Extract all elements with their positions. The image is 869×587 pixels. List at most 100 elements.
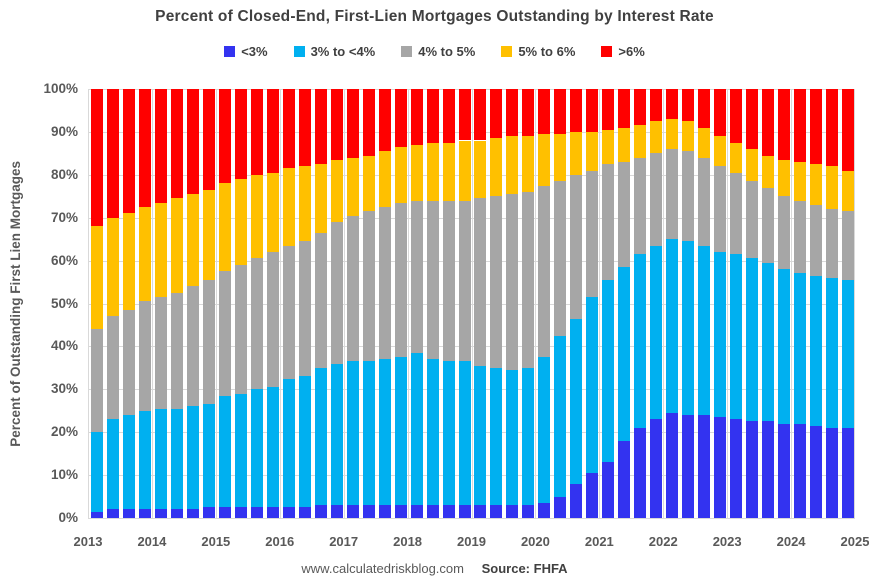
gridline-v (279, 89, 281, 518)
gridline-v (727, 89, 729, 518)
footer: www.calculatedriskblog.com Source: FHFA (0, 561, 869, 576)
bar-segment (506, 89, 518, 137)
bar-segment (139, 206, 151, 302)
bar-segment (650, 89, 662, 122)
bar-segment (778, 159, 790, 197)
bar-segment (682, 415, 694, 518)
bar-segment (347, 215, 359, 362)
bar-segment (650, 121, 662, 154)
bar-segment (618, 127, 630, 162)
gridline-v (791, 89, 793, 518)
bar-segment (650, 419, 662, 518)
bar-segment (187, 89, 199, 195)
bar-segment (219, 395, 231, 508)
bar-segment (778, 196, 790, 270)
bar-segment (139, 301, 151, 411)
bar-segment (490, 89, 502, 139)
bar-segment (618, 89, 630, 128)
bar-segment (490, 138, 502, 197)
bar-segment (554, 89, 566, 135)
gridline-v (88, 89, 89, 518)
bar-segment (778, 269, 790, 424)
bar-segment (171, 292, 183, 409)
bar-segment (698, 415, 710, 518)
bar-segment (219, 183, 231, 272)
bar-segment (714, 136, 726, 167)
bar-segment (842, 89, 854, 171)
bar-segment (586, 170, 598, 298)
legend-item: 5% to 6% (501, 44, 575, 59)
bar-segment (778, 89, 790, 160)
bar-segment (794, 273, 806, 424)
bar-segment (762, 187, 774, 263)
bar-segment (538, 357, 550, 503)
bar-segment (411, 200, 423, 353)
bar-segment (682, 89, 694, 122)
bar-segment (363, 89, 375, 156)
bar-segment (522, 191, 534, 368)
bar-segment (363, 361, 375, 506)
bar-segment (347, 157, 359, 216)
gridline-v (663, 89, 665, 518)
bar-segment (682, 151, 694, 242)
bar-segment (267, 387, 279, 508)
bar-segment (794, 200, 806, 274)
bar-segment (810, 204, 822, 276)
y-tick-label: 10% (50, 467, 78, 483)
bar-segment (586, 472, 598, 518)
bar-segment (283, 507, 295, 518)
bar-segment (682, 241, 694, 416)
bar-segment (459, 89, 471, 141)
bar-segment (810, 89, 822, 165)
bar-segment (459, 140, 471, 201)
bar-segment (91, 432, 103, 512)
bar-segment (666, 412, 678, 518)
bar-segment (331, 89, 343, 160)
bar-segment (315, 232, 327, 368)
bar-segment (379, 89, 391, 152)
bar-segment (203, 89, 215, 190)
bar-segment (203, 189, 215, 280)
bar-segment (538, 134, 550, 186)
bar-segment (714, 417, 726, 518)
bar-segment (107, 217, 119, 317)
bar-segment (187, 509, 199, 518)
bar-segment (618, 440, 630, 518)
bar-segment (427, 359, 439, 506)
bar-segment (267, 172, 279, 253)
bar-segment (570, 483, 582, 518)
bar-segment (91, 226, 103, 330)
bar-segment (155, 509, 167, 518)
bar-segment (522, 89, 534, 137)
bar-segment (506, 505, 518, 518)
bar-segment (570, 318, 582, 484)
y-tick-label: 80% (50, 166, 78, 182)
bar-segment (251, 174, 263, 259)
bar-segment (427, 142, 439, 201)
footer-site-url: www.calculatedriskblog.com (301, 561, 464, 576)
bar-segment (538, 89, 550, 135)
bar-segment (762, 262, 774, 422)
bar-segment (347, 89, 359, 158)
bar-segment (554, 181, 566, 336)
bar-segment (730, 89, 742, 143)
bar-segment (411, 89, 423, 145)
legend-item: 4% to 5% (401, 44, 475, 59)
bar-segment (283, 378, 295, 508)
bar-segment (490, 505, 502, 518)
bar-segment (395, 202, 407, 358)
x-tick-label: 2021 (584, 534, 614, 549)
y-tick-label: 70% (50, 209, 78, 225)
bar-segment (235, 393, 247, 508)
bar-segment (123, 89, 135, 214)
bar-segment (187, 286, 199, 407)
bar-segment (91, 511, 103, 518)
bar-segment (826, 166, 838, 210)
bar-segment (682, 121, 694, 152)
gridline-v (471, 89, 473, 518)
bar-segment (395, 89, 407, 147)
gridline-v (151, 89, 153, 518)
bar-segment (299, 89, 311, 167)
bar-segment (299, 241, 311, 377)
